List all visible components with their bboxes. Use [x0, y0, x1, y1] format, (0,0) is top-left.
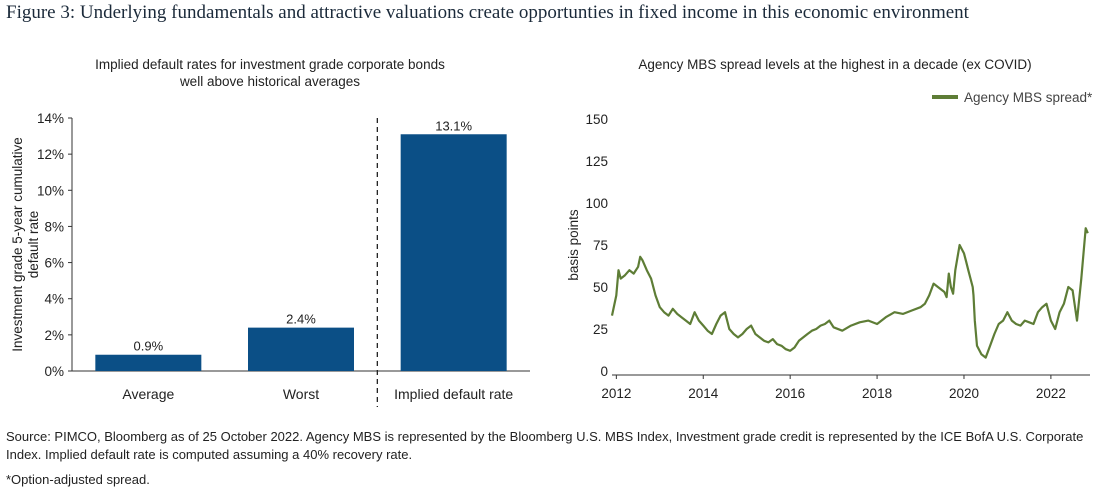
bar-value-label: 0.9%: [134, 339, 164, 354]
y-axis-label: basis points: [566, 209, 581, 281]
source-line-2: Index. Implied default rate is computed …: [6, 447, 413, 462]
bar-chart: 0% 2% 4% 6% 8% 10% 12% 14% 0.9% Average 2.4% Worst 1…: [10, 111, 530, 407]
bar-chart-title-line-1: Implied default rates for investment gra…: [95, 57, 445, 72]
y-tick-label: 2%: [44, 328, 64, 343]
y-tick-label: 14%: [37, 111, 64, 126]
x-tick-label: 2012: [601, 386, 631, 401]
y-tick-label: 4%: [44, 292, 64, 307]
figure-label: Figure 3:: [6, 2, 76, 23]
x-tick-label: 2014: [688, 386, 719, 401]
figure-title: Figure 3: Underlying fundamentals and at…: [6, 2, 1096, 24]
y-tick-label: 125: [585, 154, 608, 169]
y-axis-label-line-1: Investment grade 5-year cumulative: [10, 137, 25, 352]
x-tick-label: 2022: [1036, 386, 1066, 401]
figure-title-text: Underlying fundamentals and attractive v…: [79, 2, 969, 23]
bar-chart-title: Implied default rates for investment gra…: [80, 56, 460, 90]
bar-chart-panel: Implied default rates for investment gra…: [0, 0, 550, 420]
source-line-1: Source: PIMCO, Bloomberg as of 25 Octobe…: [6, 429, 1084, 444]
y-tick-label: 8%: [44, 219, 64, 234]
y-axis-label: Investment grade 5-year cumulative defaul…: [10, 137, 41, 352]
x-category-label: Worst: [283, 386, 319, 402]
y-tick-label: 0: [600, 364, 608, 379]
x-category-label: Implied default rate: [394, 386, 513, 402]
y-tick-label: 50: [593, 280, 608, 295]
y-axis-label-line-2: default rate: [26, 211, 41, 279]
bar-value-label: 2.4%: [286, 312, 316, 327]
line-chart: 0 25 50 75 100 125 150 2012 2014 2016 2018 2020 2022…: [566, 90, 1093, 401]
legend-label: Agency MBS spread*: [964, 90, 1093, 105]
x-tick-label: 2018: [862, 386, 892, 401]
footnote: *Option-adjusted spread.: [6, 472, 150, 487]
series-line: [610, 227, 1089, 359]
x-category-label: Average: [122, 386, 174, 402]
y-tick-label: 10%: [37, 183, 64, 198]
y-tick-label: 0%: [44, 364, 64, 379]
bar: [248, 327, 354, 371]
y-tick-label: 100: [585, 196, 608, 211]
y-tick-label: 12%: [37, 147, 64, 162]
x-tick-label: 2020: [949, 386, 979, 401]
line-chart-panel: Agency MBS spread levels at the highest …: [550, 0, 1100, 420]
x-tick-label: 2016: [775, 386, 805, 401]
bar-value-label: 13.1%: [435, 118, 472, 133]
source-note: Source: PIMCO, Bloomberg as of 25 Octobe…: [6, 428, 1096, 464]
bar: [400, 134, 507, 371]
y-tick-label: 75: [593, 238, 608, 253]
line-chart-title: Agency MBS spread levels at the highest …: [638, 57, 1032, 72]
bar-chart-title-line-2: well above historical averages: [179, 74, 361, 89]
y-tick-label: 150: [585, 112, 608, 127]
bar: [95, 354, 202, 371]
y-tick-label: 6%: [44, 256, 64, 271]
y-tick-label: 25: [593, 322, 608, 337]
